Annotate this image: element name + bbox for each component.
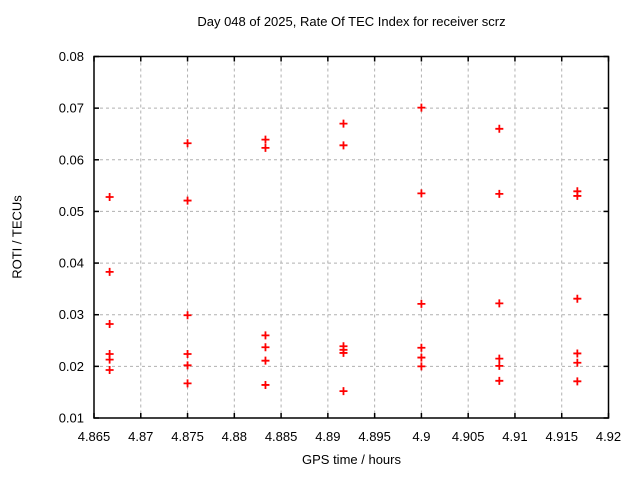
data-point-marker xyxy=(339,387,348,396)
data-point-marker xyxy=(183,349,192,358)
data-point-marker xyxy=(261,331,270,340)
data-point-marker xyxy=(183,311,192,320)
data-point-marker xyxy=(495,376,504,385)
y-tick-label: 0.03 xyxy=(59,307,84,322)
x-axis-label: GPS time / hours xyxy=(302,452,401,467)
data-point-marker xyxy=(261,356,270,365)
data-point-marker xyxy=(261,343,270,352)
data-point-marker xyxy=(105,267,114,276)
y-axis-label: ROTI / TECUs xyxy=(9,195,25,279)
plot-border xyxy=(93,55,610,419)
y-tick-label: 0.06 xyxy=(59,152,84,167)
data-point-marker xyxy=(495,354,504,363)
data-point-marker xyxy=(105,355,114,364)
data-point-marker xyxy=(105,320,114,329)
data-point-marker xyxy=(573,358,582,367)
data-point-marker xyxy=(183,139,192,148)
data-point-marker xyxy=(417,343,426,352)
x-tick-label: 4.865 xyxy=(78,429,111,444)
data-point-marker xyxy=(183,361,192,370)
data-point-marker xyxy=(417,353,426,362)
x-tick-label: 4.875 xyxy=(171,429,204,444)
y-tick-label: 0.02 xyxy=(59,359,84,374)
x-tick-label: 4.895 xyxy=(358,429,391,444)
y-tick-label: 0.04 xyxy=(59,256,84,271)
data-point-marker xyxy=(495,189,504,198)
chart-title: Day 048 of 2025, Rate Of TEC Index for r… xyxy=(197,14,506,29)
data-point-marker xyxy=(261,143,270,152)
x-tick-label: 4.87 xyxy=(128,429,153,444)
y-tick-label: 0.01 xyxy=(59,411,84,426)
data-point-marker xyxy=(105,192,114,201)
data-point-marker xyxy=(105,365,114,374)
x-tick-label: 4.915 xyxy=(545,429,578,444)
data-point-marker xyxy=(573,294,582,303)
data-point-marker xyxy=(573,349,582,358)
x-tick-label: 4.885 xyxy=(265,429,298,444)
data-point-marker xyxy=(495,299,504,308)
data-point-marker xyxy=(261,135,270,144)
x-tick-label: 4.9 xyxy=(412,429,430,444)
data-point-marker xyxy=(573,377,582,386)
data-point-marker xyxy=(417,299,426,308)
data-point-marker xyxy=(417,103,426,112)
data-point-marker xyxy=(183,196,192,205)
x-tick-label: 4.88 xyxy=(222,429,247,444)
data-point-marker xyxy=(417,189,426,198)
x-tick-label: 4.905 xyxy=(452,429,485,444)
data-point-marker xyxy=(339,348,348,357)
x-tick-label: 4.89 xyxy=(315,429,340,444)
data-point-marker xyxy=(183,379,192,388)
data-point-marker xyxy=(573,191,582,200)
data-point-marker xyxy=(495,361,504,370)
y-tick-label: 0.07 xyxy=(59,101,84,116)
y-tick-label: 0.08 xyxy=(59,49,84,64)
data-point-marker xyxy=(495,124,504,133)
data-point-marker xyxy=(417,362,426,371)
x-tick-label: 4.92 xyxy=(596,429,621,444)
data-point-marker xyxy=(339,119,348,128)
y-tick-label: 0.05 xyxy=(59,204,84,219)
x-tick-label: 4.91 xyxy=(502,429,527,444)
data-point-marker xyxy=(339,141,348,150)
data-point-marker xyxy=(261,380,270,389)
